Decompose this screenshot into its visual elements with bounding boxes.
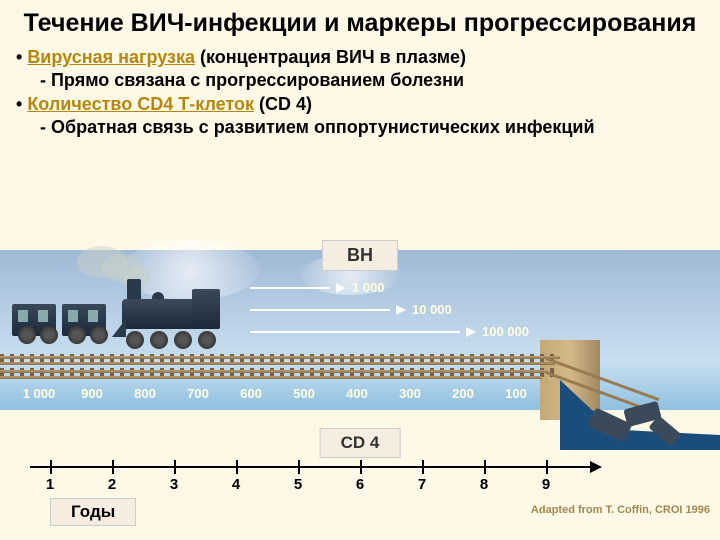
bullet-1-sub: - Прямо связана с прогрессированием боле… bbox=[40, 69, 704, 92]
year-tick-label: 3 bbox=[170, 476, 178, 493]
cd4-scale: 1 000 900 800 700 600 500 400 300 200 100 bbox=[18, 386, 537, 401]
year-tick-label: 5 bbox=[294, 476, 302, 493]
bullet-1-rest: (концентрация ВИЧ в плазме) bbox=[195, 47, 466, 67]
cd4-scale-value: 700 bbox=[177, 386, 219, 401]
bullet-1-highlight: Вирусная нагрузка bbox=[27, 47, 195, 67]
smoke-icon bbox=[77, 246, 127, 278]
arrow-right-icon bbox=[590, 461, 602, 473]
viral-load-label: ВН bbox=[322, 240, 398, 271]
cd4-label: CD 4 bbox=[320, 428, 401, 458]
cd4-scale-value: 300 bbox=[389, 386, 431, 401]
year-tick-label: 8 bbox=[480, 476, 488, 493]
cd4-scale-value: 100 bbox=[495, 386, 537, 401]
year-axis: 123456789 bbox=[30, 460, 600, 488]
year-tick bbox=[360, 460, 362, 474]
arrow-label: 1 000 bbox=[352, 280, 385, 295]
year-tick bbox=[236, 460, 238, 474]
arrow-label: 10 000 bbox=[412, 302, 452, 317]
bullet-2-sub: - Обратная связь с развитием оппортунист… bbox=[40, 116, 704, 139]
train-icon bbox=[12, 284, 222, 354]
cd4-scale-value: 500 bbox=[283, 386, 325, 401]
cd4-scale-value: 900 bbox=[71, 386, 113, 401]
arrow-label: 100 000 bbox=[482, 324, 529, 339]
bullet-2: • Количество CD4 Т-клеток (CD 4) bbox=[16, 93, 704, 116]
cd4-scale-value: 600 bbox=[230, 386, 272, 401]
year-tick bbox=[50, 460, 52, 474]
year-tick bbox=[546, 460, 548, 474]
diagram: ВН bbox=[0, 250, 720, 490]
year-tick bbox=[112, 460, 114, 474]
cd4-scale-value: 200 bbox=[442, 386, 484, 401]
year-tick-label: 7 bbox=[418, 476, 426, 493]
locomotive-icon bbox=[112, 284, 222, 344]
year-tick-label: 4 bbox=[232, 476, 240, 493]
bullet-1: • Вирусная нагрузка (концентрация ВИЧ в … bbox=[16, 46, 704, 69]
bullet-list: • Вирусная нагрузка (концентрация ВИЧ в … bbox=[16, 46, 704, 140]
year-tick-label: 6 bbox=[356, 476, 364, 493]
bullet-2-rest: (CD 4) bbox=[254, 94, 312, 114]
slide-title: Течение ВИЧ-инфекции и маркеры прогресси… bbox=[16, 8, 704, 38]
bullet-2-highlight: Количество CD4 Т-клеток bbox=[27, 94, 254, 114]
year-tick bbox=[422, 460, 424, 474]
years-label: Годы bbox=[50, 498, 136, 526]
year-tick bbox=[298, 460, 300, 474]
attribution-text: Adapted from T. Coffin, CROI 1996 bbox=[531, 504, 710, 516]
cd4-scale-value: 1 000 bbox=[18, 386, 60, 401]
speed-arrow: 100 000 bbox=[250, 324, 529, 339]
cd4-scale-value: 800 bbox=[124, 386, 166, 401]
tracks-icon bbox=[0, 354, 720, 390]
speed-arrow: 10 000 bbox=[250, 302, 452, 317]
year-tick bbox=[174, 460, 176, 474]
year-tick-label: 2 bbox=[108, 476, 116, 493]
slide: Течение ВИЧ-инфекции и маркеры прогресси… bbox=[0, 0, 720, 540]
speed-arrow: 1 000 bbox=[250, 280, 385, 295]
year-tick-label: 9 bbox=[542, 476, 550, 493]
crashed-train-icon bbox=[580, 405, 690, 455]
cd4-scale-value: 400 bbox=[336, 386, 378, 401]
year-tick bbox=[484, 460, 486, 474]
year-tick-label: 1 bbox=[46, 476, 54, 493]
